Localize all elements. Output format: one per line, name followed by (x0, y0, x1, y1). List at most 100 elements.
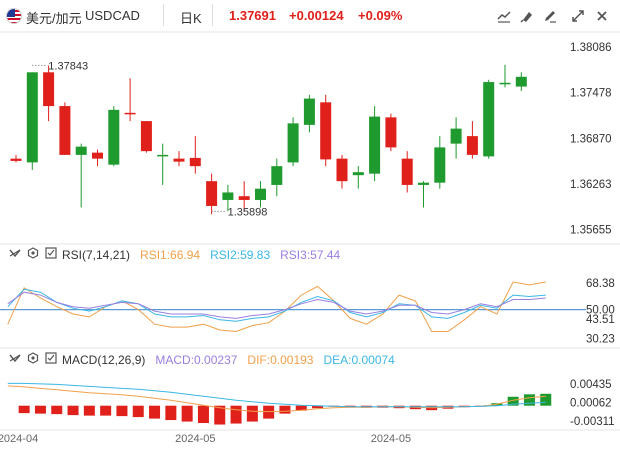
candle-body (108, 109, 120, 165)
x-tick-label: 2024-05 (175, 433, 215, 445)
symbol-code: USDCAD (85, 8, 140, 23)
macd-title: MACD(12,26,9) (62, 352, 146, 367)
settings-icon[interactable] (26, 352, 40, 367)
price-tick-label: 1.36263 (570, 179, 612, 191)
candle-body (173, 158, 185, 162)
chart-header: 美元/加元 USDCAD 日K 1.37691 +0.00124 +0.09% (0, 0, 620, 32)
candle-body (10, 158, 22, 161)
checkbox-icon[interactable] (44, 352, 58, 367)
x-tick-label: 2024-04 (0, 433, 38, 445)
price-tick-label: 1.37478 (570, 88, 612, 100)
settings-icon[interactable] (26, 247, 40, 262)
candle-body (434, 147, 446, 183)
candle-body (75, 146, 87, 155)
macd-dea-line (7, 382, 546, 408)
candle-body (157, 154, 169, 157)
candle-body (206, 181, 218, 206)
candle-body (124, 112, 136, 115)
dif-value: DIF:0.00193 (247, 352, 314, 367)
eye-icon[interactable] (8, 352, 22, 367)
candle-body (320, 102, 332, 160)
macd-tick-label: 0.00062 (570, 398, 612, 410)
low-price-label: 1.35898 (228, 206, 268, 218)
rsi-tick-label: 30.23 (586, 333, 615, 345)
macd-histogram-bar (116, 405, 128, 417)
macd-histogram-bar (132, 405, 144, 418)
macd-histogram-bar (18, 405, 30, 414)
macd-legend: MACD(12,26,9) MACD:0.00237 DIF:0.00193 D… (8, 352, 395, 367)
macd-histogram-bar (312, 405, 324, 409)
macd-value: MACD:0.00237 (155, 352, 238, 367)
macd-histogram-bar (149, 405, 161, 419)
period-selector[interactable]: 日K (180, 11, 202, 26)
candle-body (336, 158, 348, 182)
rsi1-value: RSI1:66.94 (140, 247, 201, 262)
dea-value: DEA:0.00074 (323, 352, 395, 367)
rsi3-value: RSI3:57.44 (280, 247, 341, 262)
macd-histogram-bar (197, 405, 209, 424)
rsi-series-line (7, 291, 546, 319)
macd-histogram-bar (507, 396, 519, 406)
macd-histogram-bar (51, 405, 63, 415)
price-tick-label: 1.38086 (570, 42, 612, 54)
symbol-name: 美元/加元 (26, 11, 82, 26)
close-icon[interactable] (591, 6, 613, 26)
candle-body (385, 117, 397, 148)
macd-tick-label: -0.00311 (570, 416, 615, 428)
candle-body (238, 196, 250, 200)
line-tool-icon[interactable] (493, 6, 515, 26)
candle-body (369, 116, 381, 174)
candle-body (140, 121, 152, 152)
macd-histogram-bar (295, 405, 307, 411)
macd-histogram-bar (181, 405, 193, 422)
rsi2-value: RSI2:59.83 (210, 247, 271, 262)
candle-body (271, 166, 283, 185)
eye-icon[interactable] (8, 247, 22, 262)
macd-histogram-bar (214, 405, 226, 425)
macd-histogram-bar (100, 405, 112, 416)
header-divider (163, 4, 164, 26)
macd-histogram-bar (83, 405, 95, 416)
candle-body (255, 188, 266, 200)
candle-body (59, 106, 71, 155)
macd-histogram-bar (230, 405, 242, 424)
rsi-series-line (7, 288, 546, 322)
last-price: 1.37691 (229, 8, 276, 23)
candle-body (287, 123, 299, 163)
rsi-series-line (7, 281, 546, 333)
paint-icon[interactable] (516, 6, 538, 26)
candle-body (26, 72, 38, 163)
price-change-pct: +0.09% (358, 8, 403, 23)
macd-histogram-bar (165, 405, 177, 421)
price-tick-label: 1.35655 (570, 225, 612, 237)
us-flag-icon (6, 8, 22, 24)
candle-body (418, 182, 429, 185)
fullscreen-icon[interactable] (567, 6, 589, 26)
rsi-title: RSI(7,14,21) (62, 247, 131, 262)
header-divider (212, 4, 213, 26)
rsi-legend: RSI(7,14,21) RSI1:66.94 RSI2:59.83 RSI3:… (8, 247, 340, 262)
checkbox-icon[interactable] (44, 247, 58, 262)
rsi-tick-label: 50.00 (586, 305, 615, 317)
candle-body (499, 82, 511, 85)
rsi-tick-label: 68.38 (586, 278, 615, 290)
candle-body (515, 76, 527, 87)
rsi-tick-label: 43.51 (586, 314, 615, 326)
candle-body (450, 128, 462, 144)
candle-body (189, 157, 201, 167)
macd-histogram-bar (263, 405, 275, 419)
macd-histogram-bar (279, 405, 291, 414)
candle-body (43, 72, 55, 107)
candle-body (483, 82, 495, 157)
macd-histogram-bar (540, 393, 552, 406)
draw-icon[interactable] (539, 6, 561, 26)
price-tick-label: 1.36870 (570, 133, 612, 145)
macd-histogram-bar (34, 405, 46, 414)
macd-histogram-bar (246, 405, 258, 422)
price-change: +0.00124 (289, 8, 344, 23)
candle-body (303, 98, 315, 125)
candle-body (466, 136, 478, 155)
macd-histogram-bar (523, 394, 535, 406)
macd-tick-label: 0.00435 (570, 379, 612, 391)
